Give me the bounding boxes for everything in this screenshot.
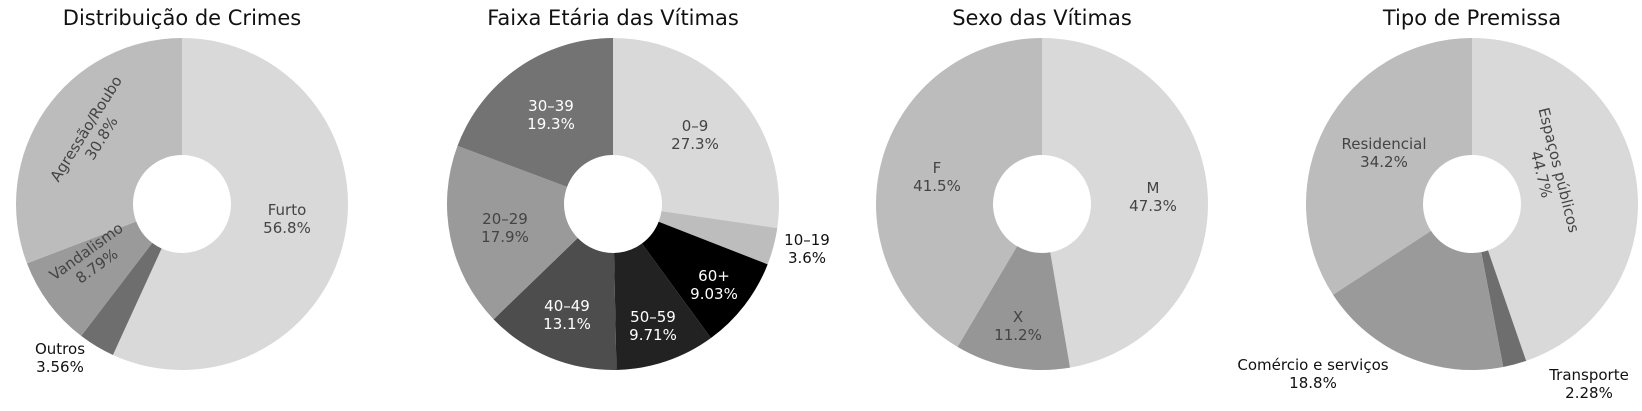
slice-label: Furto 56.8% [263, 201, 311, 237]
slice-label: Transporte 2.28% [1548, 366, 1629, 402]
slice-label: 60+ 9.03% [690, 267, 738, 303]
slice-label: Comércio e serviços 18.8% [1237, 356, 1388, 392]
pie-slice [446, 145, 578, 320]
chart-title: Distribuição de Crimes [63, 6, 301, 30]
pie-slice [26, 221, 153, 336]
chart-title: Tipo de Premissa [1382, 6, 1561, 30]
pie-slice [1481, 250, 1527, 368]
pie-slice [493, 238, 617, 370]
slice-label: F 41.5% [913, 159, 961, 195]
pie-slice [614, 243, 711, 370]
pie-slice [15, 38, 182, 264]
pie-slice [876, 38, 1042, 347]
chart-title: Sexo das Vítimas [952, 6, 1132, 30]
pie-slice [957, 246, 1071, 370]
slice-label: Outros 3.56% [35, 340, 85, 376]
pie-slice [613, 38, 779, 229]
pie-slice [1472, 38, 1638, 361]
pie-slice [81, 242, 162, 355]
slice-label: M 47.3% [1129, 179, 1177, 215]
slice-label: 30–39 19.3% [527, 97, 575, 133]
pie-slice [112, 38, 349, 371]
chart-title: Faixa Etária das Vítimas [487, 6, 739, 30]
pie-slice [457, 38, 613, 187]
slice-label: X 11.2% [994, 308, 1042, 344]
slice-label: 10–19 3.6% [784, 231, 830, 267]
pie-chart-1: Distribuição de Crimes Furto 56.8% Outros 3.… [15, 6, 349, 376]
pie-slice [658, 211, 778, 265]
pie-chart-2: Faixa Etária das Vítimas 0–9 27.3% 10–19 3.6… [446, 6, 830, 370]
slice-label: 0–9 27.3% [671, 117, 719, 153]
slice-label: Residencial 34.2% [1342, 135, 1427, 171]
pie-slice [641, 221, 768, 339]
pie-slice [1042, 38, 1208, 368]
pie-slice [1333, 230, 1504, 371]
pie-chart-3: Sexo das Vítimas M 47.3% X 11.2% F 41.5% [876, 6, 1208, 370]
slice-label: 20–29 17.9% [481, 210, 529, 246]
slice-label: 50–59 9.71% [629, 308, 677, 344]
slice-label: 40–49 13.1% [543, 297, 591, 333]
pie-slice [1306, 38, 1472, 295]
